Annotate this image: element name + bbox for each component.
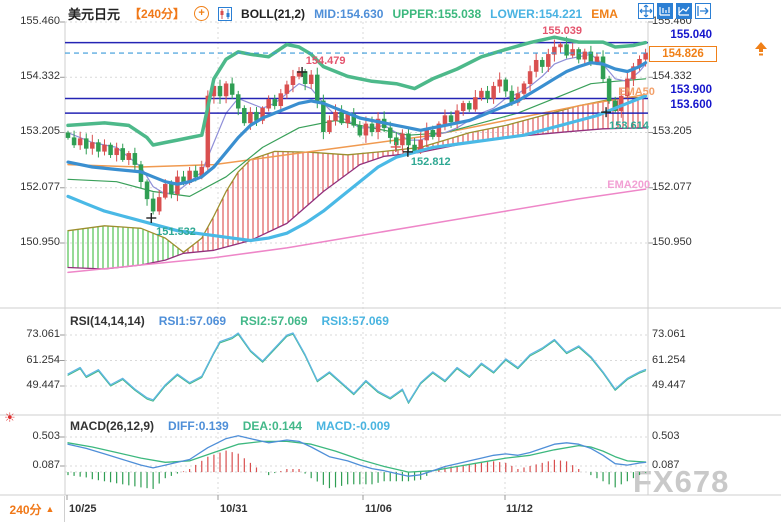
ichimoku-cloud xyxy=(67,96,647,270)
rsi-axis-label-right: 49.447 xyxy=(652,379,686,391)
chart-annotation: 153.614 xyxy=(609,120,649,132)
chart-annotation: 154.479 xyxy=(305,54,346,67)
candlesticks xyxy=(65,36,648,215)
indicator-settings-icon[interactable]: ☀ xyxy=(4,410,16,425)
macd-axis-label-right: 0.503 xyxy=(652,430,680,442)
main-axis-label-left: 155.460 xyxy=(20,15,60,27)
current-price-badge: 154.826 xyxy=(649,46,717,62)
macd-axis-label-left: 0.087 xyxy=(32,458,60,471)
rsi-axis-label-left: 49.447 xyxy=(26,379,60,391)
support2-level-label: 153.600 xyxy=(670,99,712,111)
macd-axis-label-right: 0.087 xyxy=(652,458,680,471)
resistance-level-label: 155.040 xyxy=(670,29,712,41)
overlay-lines xyxy=(67,53,647,274)
chevron-up-icon: ▲ xyxy=(45,504,55,514)
main-axis-label-right: 152.077 xyxy=(652,180,692,193)
fx678-watermark: FX678 xyxy=(633,464,730,499)
x-axis-date-1: 10/25 xyxy=(69,503,97,515)
macd-diff-value: DIFF:0.139 xyxy=(168,419,229,433)
rsi1-value: RSI1:57.069 xyxy=(158,314,227,328)
ema-label[interactable]: EMA xyxy=(591,6,618,21)
main-axis-label-left: 154.332 xyxy=(20,70,60,83)
macd-histogram xyxy=(67,450,647,489)
rsi-lines xyxy=(67,332,647,404)
boll-upper-value: UPPER:155.038 xyxy=(392,6,482,21)
price-up-arrow-icon xyxy=(755,42,767,56)
candle-chart-icon[interactable] xyxy=(218,6,233,21)
key-level-lines xyxy=(65,41,648,114)
x-axis-date-4: 11/12 xyxy=(506,503,533,515)
rsi2-value: RSI2:57.069 xyxy=(240,314,308,328)
macd-lines xyxy=(67,435,647,477)
boll-lower-value: LOWER:154.221 xyxy=(490,6,583,21)
panel-borders xyxy=(0,22,781,500)
macd-value: MACD:-0.009 xyxy=(316,419,391,433)
symbol-title: 美元日元 xyxy=(68,7,121,22)
add-indicator-icon[interactable]: + xyxy=(194,6,210,21)
macd-axis-label-left: 0.503 xyxy=(32,430,60,442)
chart-header: 美元日元 【240分】 + BOLL(21,2) MID:154.630 UPP… xyxy=(68,4,618,23)
chart-annotation: EMA50 xyxy=(618,85,655,98)
timeframe-selector-label: 240分 xyxy=(9,502,42,517)
macd-dea-value: DEA:0.144 xyxy=(242,419,303,433)
chart-annotation: 151.532 xyxy=(156,225,196,238)
exit-fullscreen-icon[interactable] xyxy=(695,3,711,19)
main-axis-label-left: 153.205 xyxy=(20,125,60,138)
indicator-name[interactable]: BOLL(21,2) xyxy=(241,6,306,21)
chart-toolbar xyxy=(638,3,711,19)
pan-move-icon[interactable] xyxy=(638,3,654,19)
rsi-axis-label-right: 73.061 xyxy=(652,328,686,340)
boll-mid-value: MID:154.630 xyxy=(314,6,384,21)
x-axis-date-2: 10/31 xyxy=(220,503,248,515)
support1-level-label: 153.900 xyxy=(670,84,712,96)
bollinger-lines xyxy=(66,35,648,243)
candle-scale-icon[interactable] xyxy=(657,3,673,19)
timeframe-label[interactable]: 【240分】 xyxy=(129,7,186,21)
annotation-markers xyxy=(146,66,612,223)
rsi-panel-header: RSI(14,14,14) RSI1:57.069 RSI2:57.069 RS… xyxy=(70,314,389,328)
main-axis-label-right: 154.332 xyxy=(652,70,692,83)
main-axis-label-right: 153.205 xyxy=(652,125,692,138)
rsi3-value: RSI3:57.069 xyxy=(321,314,389,328)
macd-title[interactable]: MACD(26,12,9) xyxy=(70,419,155,433)
macd-panel-header: MACD(26,12,9) DIFF:0.139 DEA:0.144 MACD:… xyxy=(70,419,390,433)
chart-annotation: 155.039 xyxy=(542,24,582,37)
rsi-axis-label-right: 61.254 xyxy=(652,353,686,366)
main-axis-label-right: 150.950 xyxy=(652,235,692,248)
x-axis-date-3: 11/06 xyxy=(365,503,392,515)
chart-annotation: EMA200 xyxy=(607,178,651,191)
rsi-axis-label-left: 61.254 xyxy=(26,353,60,366)
chart-annotation: 152.812 xyxy=(410,155,451,168)
timeframe-selector[interactable]: 240分 ▲ xyxy=(0,496,65,522)
main-axis-label-left: 150.950 xyxy=(20,235,60,248)
rsi-title[interactable]: RSI(14,14,14) xyxy=(70,314,145,328)
main-axis-label-left: 152.077 xyxy=(20,180,60,193)
rsi-axis-label-left: 73.061 xyxy=(26,328,60,340)
line-scale-icon[interactable] xyxy=(676,3,692,19)
